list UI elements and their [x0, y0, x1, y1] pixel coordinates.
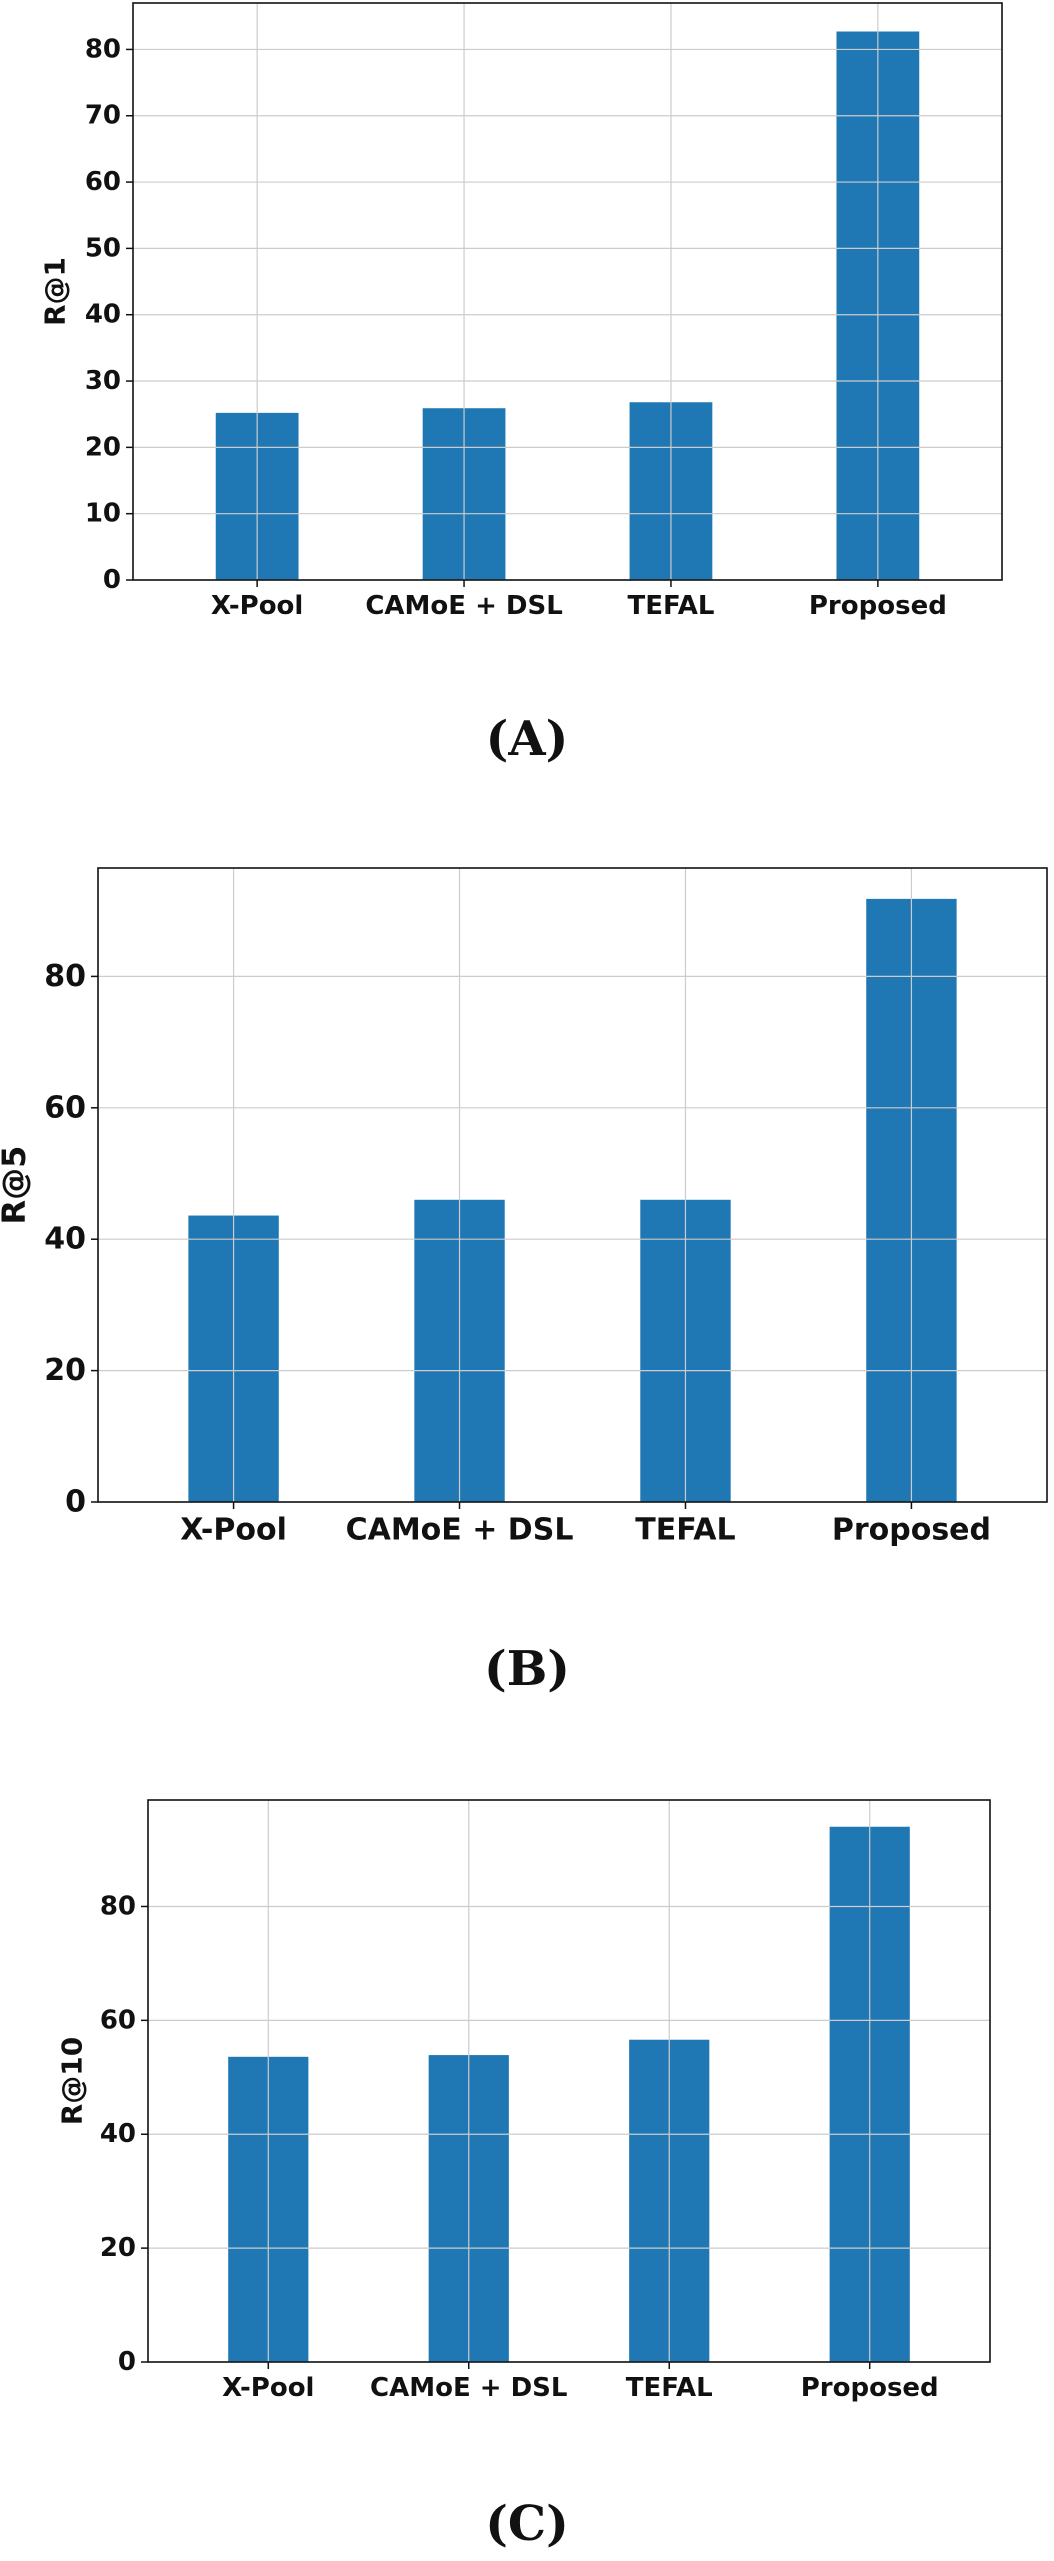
y-tick-label: 40: [44, 1222, 86, 1257]
y-tick-label: 10: [85, 499, 121, 529]
x-tick-label: TEFAL: [626, 2373, 713, 2403]
x-tick-label: X-Pool: [180, 1513, 287, 1548]
x-tick-label: CAMoE + DSL: [346, 1513, 574, 1548]
y-tick-label: 80: [85, 34, 121, 64]
y-axis-label: R@1: [39, 257, 72, 326]
x-tick-label: TEFAL: [635, 1513, 735, 1548]
y-tick-label: 80: [44, 959, 86, 994]
y-tick-label: 0: [118, 2347, 136, 2377]
y-tick-label: 20: [100, 2233, 136, 2263]
x-tick-label: TEFAL: [627, 591, 714, 621]
y-tick-label: 0: [103, 565, 121, 595]
x-tick-label: Proposed: [809, 591, 947, 621]
x-tick-label: CAMoE + DSL: [370, 2373, 567, 2403]
panel-caption: (A): [486, 711, 569, 767]
y-tick-label: 40: [85, 300, 121, 330]
y-tick-label: 60: [100, 2005, 136, 2035]
x-tick-label: Proposed: [801, 2373, 939, 2403]
y-tick-label: 60: [44, 1090, 86, 1125]
plot-frame: [132, 2, 1003, 581]
x-tick-label: CAMoE + DSL: [365, 591, 562, 621]
x-tick-label: X-Pool: [222, 2373, 314, 2403]
y-axis-label: R@5: [0, 1146, 33, 1225]
y-tick-label: 30: [85, 366, 121, 396]
y-tick-label: 60: [85, 167, 121, 197]
y-tick-label: 20: [44, 1353, 86, 1388]
panel-caption: (C): [485, 2496, 569, 2552]
y-axis-label: R@10: [56, 2037, 89, 2126]
chart-panel-c: 0 20 40 60 80 X-Pool CAMoE + DSL TEFAL Proposed R…: [56, 1799, 991, 2552]
plot-frame: [147, 1799, 991, 2363]
chart-panel-b: 0 20 40 60 80 X-Pool CAMoE + DSL TEFAL Proposed R…: [0, 867, 1048, 1697]
y-tick-label: 70: [85, 101, 121, 131]
x-tick-label: X-Pool: [211, 591, 303, 621]
y-tick-label: 80: [100, 1891, 136, 1921]
panel-caption: (B): [484, 1641, 570, 1697]
chart-panel-a: 0 10 20 30 40 50 60 70 80 X-Pool CAMoE + DSL TEFAL P…: [39, 2, 1003, 767]
y-tick-label: 40: [100, 2119, 136, 2149]
y-tick-label: 0: [65, 1485, 86, 1520]
y-tick-label: 50: [85, 233, 121, 263]
plot-frame: [97, 867, 1048, 1503]
x-tick-label: Proposed: [832, 1513, 991, 1548]
y-tick-label: 20: [85, 432, 121, 462]
